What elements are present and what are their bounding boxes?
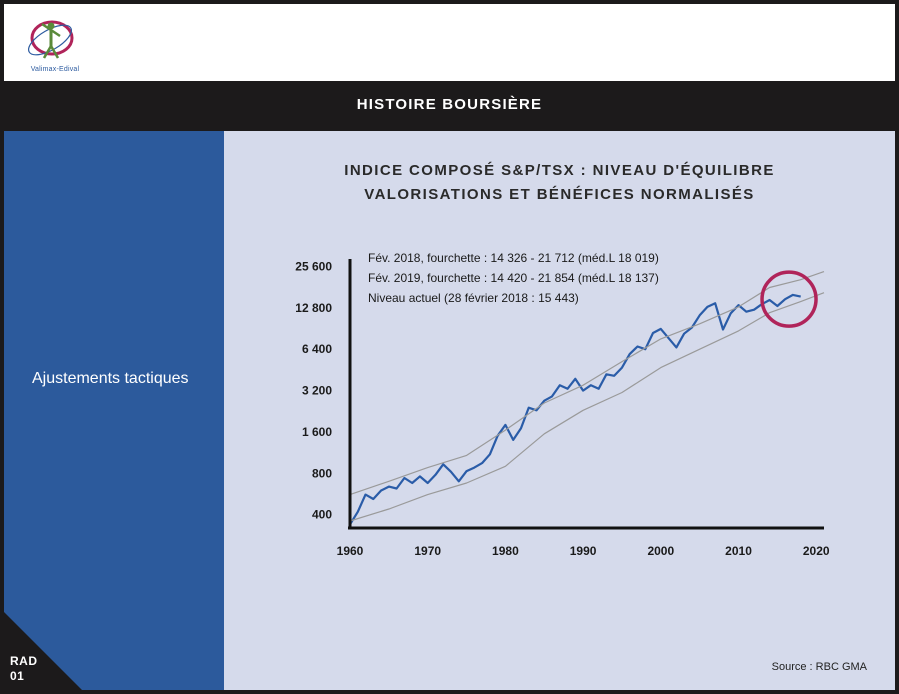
sidebar: Ajustements tactiques [4, 131, 224, 690]
corner-tag [0, 608, 86, 694]
chart-title: INDICE COMPOSÉ S&P/TSX : NIVEAU D'ÉQUILI… [224, 159, 895, 207]
logo-figure-icon [28, 20, 74, 59]
chart-title-line-1: INDICE COMPOSÉ S&P/TSX : NIVEAU D'ÉQUILI… [344, 162, 775, 179]
x-tick-label: 1990 [570, 544, 597, 558]
logo-text: Valimax-Edival [30, 66, 80, 73]
y-tick-label: 3 200 [302, 384, 332, 398]
corner-code: RAD 01 [10, 654, 38, 684]
chart-title-line-2: VALORISATIONS ET BÉNÉFICES NORMALISÉS [364, 186, 755, 203]
content-panel: INDICE COMPOSÉ S&P/TSX : NIVEAU D'ÉQUILI… [224, 131, 895, 690]
page-title: HISTOIRE BOURSIÈRE [0, 81, 899, 129]
source-note: Source : RBC GMA [771, 661, 867, 673]
header-bar: Valimax-Edival [4, 4, 895, 81]
x-tick-label: 1980 [492, 544, 519, 558]
series-line-index [349, 293, 801, 525]
x-tick-label: 2000 [647, 544, 674, 558]
annotation-1: Fév. 2018, fourchette : 14 326 - 21 712 … [368, 251, 659, 265]
corner-line-1: RAD [10, 654, 38, 668]
x-tick-label: 1960 [337, 544, 364, 558]
annotation-3: Niveau actuel (28 février 2018 : 15 443) [368, 291, 579, 305]
series-line-lower-band [349, 292, 825, 522]
series-line-upper-band [349, 271, 825, 496]
annotation-2: Fév. 2019, fourchette : 14 420 - 21 854 … [368, 271, 659, 285]
x-tick-label: 1970 [414, 544, 441, 558]
y-tick-label: 400 [312, 508, 332, 522]
valimax-edival-logo: Valimax-Edival [20, 12, 90, 76]
y-tick-label: 800 [312, 466, 332, 480]
y-tick-label: 25 600 [295, 259, 332, 273]
sidebar-label: Ajustements tactiques [32, 370, 189, 387]
y-tick-label: 6 400 [302, 342, 332, 356]
y-tick-label: 1 600 [302, 425, 332, 439]
corner-line-2: 01 [10, 669, 25, 683]
x-tick-label: 2010 [725, 544, 752, 558]
y-tick-label: 12 800 [295, 301, 332, 315]
x-tick-label: 2020 [803, 544, 830, 558]
highlight-circle [760, 270, 818, 328]
tsx-chart: 400 800 1 600 3 200 6 400 12 800 25 600 1960 197… [295, 251, 830, 558]
